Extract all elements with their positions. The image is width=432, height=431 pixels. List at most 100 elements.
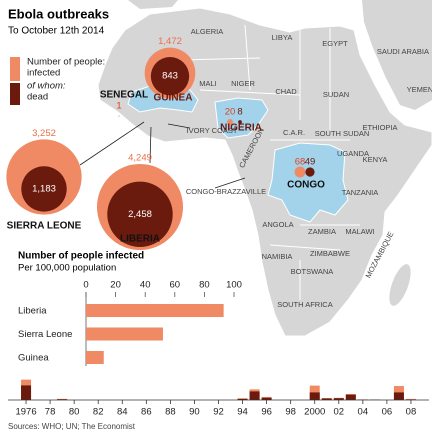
x-tick-label: 1976 [15, 407, 36, 418]
value-label: 20 [225, 107, 236, 118]
country-label: CHAD [275, 87, 297, 96]
x-tick-label: 92 [213, 407, 224, 418]
country-label: SUDAN [323, 90, 349, 99]
country-label: YEMEN [407, 85, 432, 94]
legend-title: Number of people: [27, 57, 105, 68]
y-tick-label: Guinea [18, 353, 49, 364]
country-label: C.A.R. [283, 128, 305, 137]
country-label: IVORY COAST [187, 126, 238, 135]
country-label: SAUDI ARABIA [377, 47, 429, 56]
value-label: 68 [295, 157, 306, 168]
category-label: SENEGAL [100, 90, 148, 101]
chart-subtitle: Per 100,000 population [18, 263, 116, 274]
source: Sources: WHO; UN; The Economist [8, 422, 136, 431]
category-label: LIBERIA [120, 234, 160, 245]
bubble-dead [107, 181, 173, 248]
legend-label: infected [27, 68, 60, 79]
country-label: ETHIOPIA [362, 123, 397, 132]
x-tick-label: 94 [237, 407, 248, 418]
bar [237, 398, 248, 400]
value-label: 843 [162, 71, 178, 82]
bubble-dead [305, 167, 315, 177]
bar [261, 397, 272, 400]
value-label: 1,472 [158, 36, 182, 47]
x-tick-label: 86 [141, 407, 152, 418]
country-label: CONGO-BRAZZAVILLE [186, 187, 266, 196]
leader-lines [79, 121, 246, 189]
x-tick-label: 80 [69, 407, 80, 418]
value-label: 1,183 [32, 183, 56, 194]
x-tick-label: 04 [358, 407, 369, 418]
title: Ebola outbreaks [8, 6, 109, 21]
legend-label: dead [27, 92, 48, 103]
legend-swatch [10, 83, 20, 105]
x-tick-label: 2000 [304, 407, 325, 418]
category-label: SIERRA LEONE [7, 221, 82, 232]
country-label: MALI [199, 79, 217, 88]
value-label: 3,252 [32, 128, 56, 139]
value-label: 2,458 [128, 209, 152, 220]
bar [405, 398, 416, 400]
category-label: GUINEA [154, 93, 193, 104]
x-tick-label: 78 [45, 407, 56, 418]
bubble-dead [21, 166, 67, 212]
x-tick-label: 0 [83, 280, 88, 291]
bubble-infected [227, 119, 233, 125]
country-label: SOUTH AFRICA [277, 300, 332, 309]
arabia [362, 0, 432, 110]
x-tick-label: 02 [333, 407, 344, 418]
bar [393, 392, 404, 400]
madagascar [389, 264, 411, 306]
bar [309, 392, 320, 400]
y-tick-label: Liberia [18, 306, 47, 317]
x-tick-label: 40 [140, 280, 151, 291]
congo-area [267, 142, 349, 223]
bar [249, 391, 260, 400]
x-tick-label: 84 [117, 407, 128, 418]
bar [345, 394, 356, 400]
country-label: KENYA [363, 155, 388, 164]
country-label: BOTSWANA [291, 267, 334, 276]
europe [128, 0, 178, 9]
bubble-dead [150, 56, 190, 96]
x-tick-label: 100 [226, 280, 242, 291]
value-label: 8 [237, 107, 242, 118]
value-label: 1 [116, 101, 121, 112]
x-tick-label: 88 [165, 407, 176, 418]
country-label: ZAMBIA [308, 227, 336, 236]
bar [86, 351, 104, 364]
bar [333, 398, 344, 400]
timeline-panel [0, 371, 432, 431]
x-tick-label: 82 [93, 407, 104, 418]
country-label: SOUTH SUDAN [315, 129, 370, 138]
value-label: 49 [305, 157, 316, 168]
category-label: NIGERIA [220, 123, 262, 134]
country-label: LIBYA [272, 33, 293, 42]
x-tick-label: 98 [285, 407, 296, 418]
country-label: NAMIBIA [262, 252, 293, 261]
bar [21, 385, 32, 400]
subtitle: To October 12th 2014 [8, 26, 105, 37]
country-label: TANZANIA [342, 188, 379, 197]
x-tick-label: 90 [189, 407, 200, 418]
x-tick-label: 96 [261, 407, 272, 418]
bar [86, 304, 224, 317]
y-tick-label: Sierra Leone [18, 329, 72, 340]
country-label: ALGERIA [191, 27, 224, 36]
nigeria-area [214, 97, 269, 139]
bubble-infected [294, 166, 306, 178]
legend-note: of whom: [27, 81, 66, 92]
bar [321, 398, 332, 400]
x-tick-label: 08 [406, 407, 417, 418]
bar [86, 327, 163, 341]
x-tick-label: 20 [110, 280, 121, 291]
borders [179, 24, 360, 300]
country-label: EGYPT [322, 39, 348, 48]
country-label: UGANDA [337, 149, 369, 158]
chart-title: Number of people infected [18, 251, 144, 262]
legend-swatch [10, 57, 20, 81]
country-label: NIGER [231, 79, 255, 88]
country-label: MALAWI [345, 227, 374, 236]
country-label: ANGOLA [262, 220, 293, 229]
value-label: 4,249 [128, 152, 152, 163]
